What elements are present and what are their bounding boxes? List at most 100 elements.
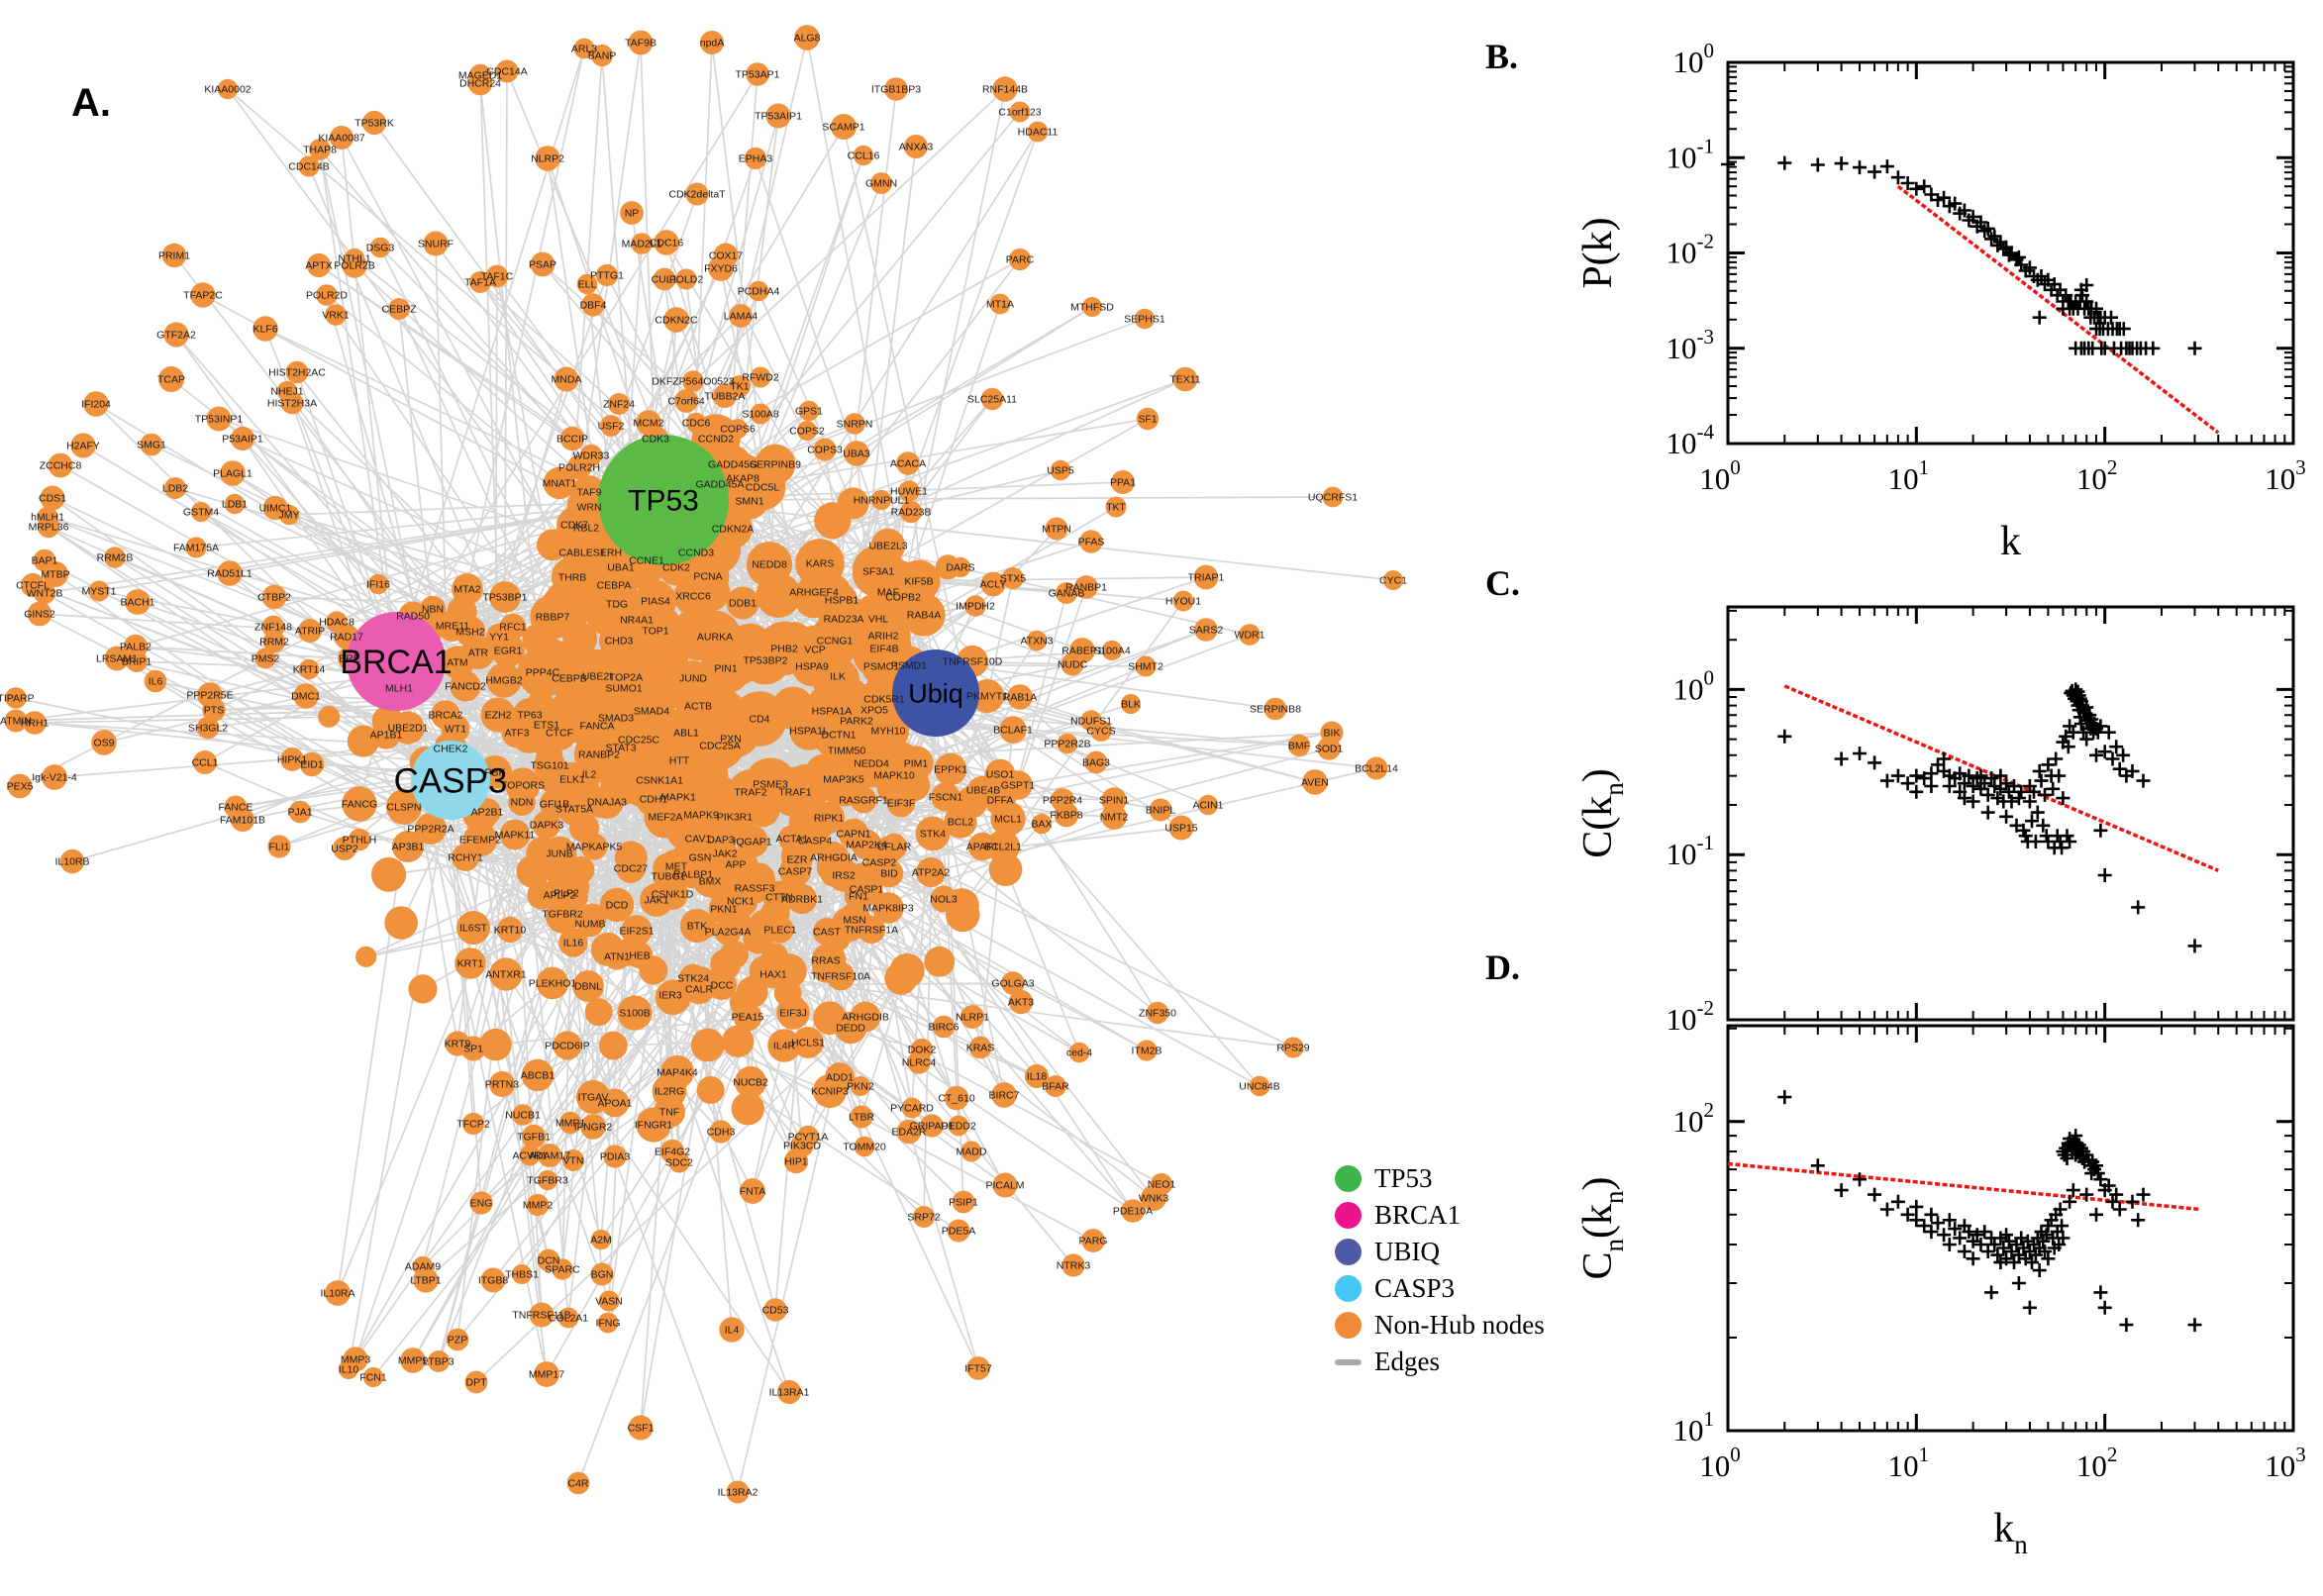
svg-text:A2M: A2M bbox=[590, 1235, 612, 1247]
svg-text:SERPINB9: SERPINB9 bbox=[750, 459, 801, 471]
svg-text:KIF5B: KIF5B bbox=[904, 576, 933, 588]
svg-text:NP: NP bbox=[625, 208, 640, 220]
svg-text:NDUFS1: NDUFS1 bbox=[1070, 716, 1112, 728]
svg-text:EDA2R: EDA2R bbox=[891, 1127, 926, 1139]
svg-text:100: 100 bbox=[1699, 1443, 1741, 1483]
svg-text:HIPK1: HIPK1 bbox=[277, 754, 308, 766]
svg-text:CASP2: CASP2 bbox=[862, 857, 897, 869]
svg-text:KIAA0087: KIAA0087 bbox=[318, 133, 364, 145]
svg-text:ABL1: ABL1 bbox=[673, 728, 699, 740]
svg-text:VRK1: VRK1 bbox=[322, 310, 350, 322]
svg-text:PEX5: PEX5 bbox=[7, 781, 34, 793]
svg-text:JAK1: JAK1 bbox=[644, 895, 668, 907]
svg-text:LTBP3: LTBP3 bbox=[423, 1356, 454, 1368]
svg-text:YY1: YY1 bbox=[489, 632, 509, 644]
svg-text:THRB: THRB bbox=[558, 572, 587, 584]
svg-text:RAD23B: RAD23B bbox=[891, 507, 932, 519]
svg-text:UBE2I: UBE2I bbox=[582, 671, 612, 683]
svg-text:TNFRSF11B: TNFRSF11B bbox=[512, 1310, 570, 1322]
svg-text:IFT57: IFT57 bbox=[964, 1363, 992, 1375]
svg-text:102: 102 bbox=[2076, 455, 2118, 496]
svg-text:PKN1: PKN1 bbox=[710, 904, 738, 916]
svg-text:ARIH2: ARIH2 bbox=[868, 631, 899, 643]
svg-text:MAPK10: MAPK10 bbox=[873, 770, 915, 782]
svg-text:ARHGDIB: ARHGDIB bbox=[842, 1012, 889, 1024]
yaxis-label-b: P(k) bbox=[1575, 217, 1621, 288]
svg-text:USF2: USF2 bbox=[598, 421, 625, 433]
svg-text:NHEJ1: NHEJ1 bbox=[270, 386, 303, 398]
svg-text:DFFA: DFFA bbox=[987, 795, 1014, 807]
svg-text:VHL: VHL bbox=[868, 614, 889, 626]
svg-text:RASGRF1: RASGRF1 bbox=[839, 795, 888, 807]
svg-text:HTT: HTT bbox=[669, 755, 690, 767]
svg-text:FAM175A: FAM175A bbox=[173, 543, 219, 554]
svg-text:CYCS: CYCS bbox=[1086, 726, 1115, 738]
svg-text:PMS2: PMS2 bbox=[252, 653, 280, 665]
svg-text:ELL: ELL bbox=[578, 279, 597, 291]
svg-text:DCN: DCN bbox=[538, 1255, 560, 1267]
svg-text:PPA1: PPA1 bbox=[1110, 477, 1136, 489]
svg-text:KRT9: KRT9 bbox=[445, 1039, 471, 1050]
svg-text:CEBPB: CEBPB bbox=[552, 673, 587, 685]
svg-text:GMNN: GMNN bbox=[865, 178, 897, 190]
svg-text:DCD: DCD bbox=[606, 900, 629, 912]
svg-text:STX5: STX5 bbox=[1000, 573, 1026, 585]
svg-text:RASSF3: RASSF3 bbox=[735, 883, 775, 895]
svg-text:PPP2R2A: PPP2R2A bbox=[407, 824, 454, 836]
svg-text:WDR33: WDR33 bbox=[573, 450, 610, 462]
svg-text:ACTA1: ACTA1 bbox=[775, 834, 808, 846]
svg-text:TRIAP1: TRIAP1 bbox=[1188, 572, 1225, 584]
svg-text:TP53RK: TP53RK bbox=[354, 118, 394, 130]
svg-text:BNIPL: BNIPL bbox=[1146, 805, 1176, 817]
svg-text:NBN: NBN bbox=[422, 604, 444, 616]
svg-text:PICALM: PICALM bbox=[985, 1180, 1024, 1192]
svg-text:LDB2: LDB2 bbox=[162, 483, 188, 495]
svg-text:MAP3K5: MAP3K5 bbox=[823, 774, 864, 786]
svg-text:FKBP8: FKBP8 bbox=[1050, 810, 1082, 822]
svg-text:NDN: NDN bbox=[511, 797, 534, 809]
node-swatch-icon bbox=[1335, 1312, 1362, 1339]
svg-text:BCLAF1: BCLAF1 bbox=[993, 725, 1033, 737]
svg-text:HIP1: HIP1 bbox=[784, 1156, 808, 1168]
hub-node-tp53 bbox=[598, 435, 729, 565]
svg-text:10-3: 10-3 bbox=[1666, 325, 1715, 365]
svg-text:BIRC7: BIRC7 bbox=[989, 1090, 1020, 1102]
svg-text:LTBR: LTBR bbox=[849, 1112, 874, 1124]
svg-text:POLR2D: POLR2D bbox=[306, 290, 348, 302]
svg-text:FNTA: FNTA bbox=[740, 1186, 766, 1198]
svg-text:SMG1: SMG1 bbox=[137, 440, 166, 451]
svg-text:SARS2: SARS2 bbox=[1189, 625, 1224, 637]
svg-text:UQCRFS1: UQCRFS1 bbox=[1308, 492, 1358, 504]
svg-text:RAB4A: RAB4A bbox=[907, 610, 941, 622]
svg-text:FANCE: FANCE bbox=[218, 802, 252, 814]
svg-text:PIAS4: PIAS4 bbox=[641, 596, 670, 608]
svg-text:IL13RA1: IL13RA1 bbox=[769, 1387, 810, 1399]
yaxis-label-d: Cn​(kn​) bbox=[1575, 1176, 1629, 1279]
svg-text:PRTN3: PRTN3 bbox=[485, 1079, 519, 1091]
svg-text:BIRC6: BIRC6 bbox=[929, 1022, 960, 1034]
svg-text:MSH2: MSH2 bbox=[455, 627, 484, 639]
svg-text:RABEP1: RABEP1 bbox=[1061, 646, 1103, 657]
svg-text:GOLGA3: GOLGA3 bbox=[991, 978, 1034, 990]
svg-text:PLEC1: PLEC1 bbox=[763, 925, 796, 937]
svg-text:CTBP2: CTBP2 bbox=[257, 592, 291, 604]
svg-text:CAST: CAST bbox=[813, 927, 842, 939]
svg-text:CCL1: CCL1 bbox=[192, 757, 219, 769]
data-points-b bbox=[1721, 155, 2202, 355]
svg-text:WRN: WRN bbox=[576, 502, 601, 514]
svg-text:RAD51L1: RAD51L1 bbox=[207, 568, 252, 580]
svg-text:TGFBR3: TGFBR3 bbox=[527, 1175, 568, 1187]
svg-text:ERH: ERH bbox=[600, 548, 622, 559]
svg-text:SDC2: SDC2 bbox=[665, 1157, 693, 1169]
svg-text:DMC1: DMC1 bbox=[291, 691, 321, 703]
svg-text:CDC25A: CDC25A bbox=[699, 741, 740, 752]
svg-text:ITGAV: ITGAV bbox=[578, 1092, 609, 1104]
svg-text:TEX11: TEX11 bbox=[1169, 374, 1200, 386]
svg-text:RBL2: RBL2 bbox=[573, 523, 599, 535]
svg-text:CDC6: CDC6 bbox=[682, 418, 711, 430]
svg-text:PSAP: PSAP bbox=[529, 259, 556, 271]
hub-label-ubiq: Ubiq bbox=[908, 678, 963, 708]
svg-text:AURKA: AURKA bbox=[697, 632, 733, 644]
svg-text:BAX: BAX bbox=[1031, 819, 1052, 831]
svg-text:OS9: OS9 bbox=[93, 738, 114, 749]
